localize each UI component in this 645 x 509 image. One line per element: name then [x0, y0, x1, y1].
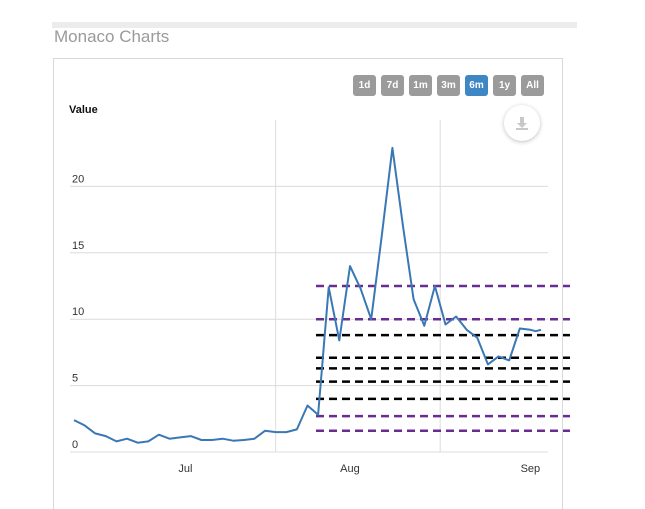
x-tick-label: Sep: [521, 463, 541, 475]
y-tick-label: 5: [72, 373, 78, 385]
chart-container: [53, 58, 563, 509]
page-title: Monaco Charts: [54, 27, 170, 46]
range-button-7d[interactable]: 7d: [381, 75, 404, 96]
range-button-1y[interactable]: 1y: [493, 75, 516, 96]
range-button-3m[interactable]: 3m: [437, 75, 460, 96]
x-tick-label: Aug: [340, 463, 360, 475]
range-button-all[interactable]: All: [521, 75, 544, 96]
range-button-6m[interactable]: 6m: [465, 75, 488, 96]
y-axis-title: Value: [69, 104, 98, 116]
y-tick-label: 20: [72, 173, 84, 185]
y-tick-label: 15: [72, 240, 84, 252]
y-tick-label: 0: [72, 439, 78, 451]
header-rule: [52, 22, 577, 28]
range-button-1d[interactable]: 1d: [353, 75, 376, 96]
y-tick-label: 10: [72, 306, 84, 318]
range-button-1m[interactable]: 1m: [409, 75, 432, 96]
download-icon: [516, 117, 528, 130]
series-line: [73, 146, 542, 444]
download-button[interactable]: [504, 105, 540, 141]
x-tick-label: Jul: [178, 463, 192, 475]
range-selector: 1d 7d 1m 3m 6m 1y All: [353, 75, 544, 96]
